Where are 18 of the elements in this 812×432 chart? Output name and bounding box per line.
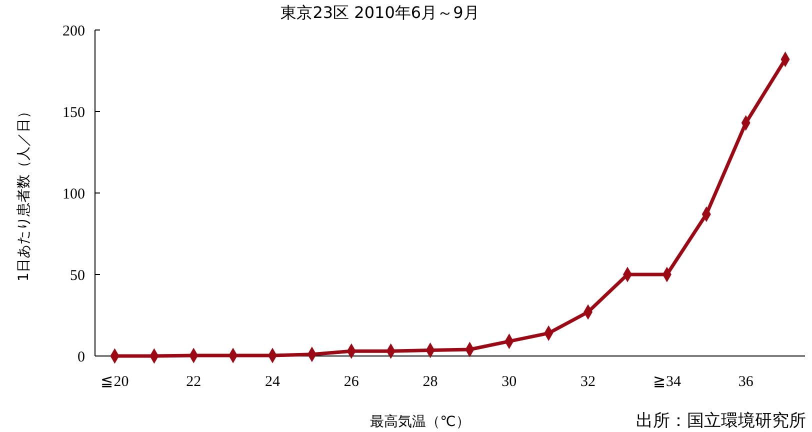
x-tick-label: 30 (502, 374, 517, 390)
chart-title: 東京23区 2010年6月～9月 (280, 3, 480, 22)
x-tick-label: 24 (265, 374, 280, 390)
y-tick-label: 50 (70, 268, 85, 284)
x-tick-label: ≧34 (652, 374, 682, 390)
y-tick-label: 100 (62, 186, 85, 202)
x-tick-label: 28 (422, 374, 438, 390)
y-axis-title: 1日あたり患者数（人／日） (16, 104, 32, 282)
y-tick-label: 150 (62, 104, 85, 121)
x-tick-label: 26 (344, 374, 360, 390)
x-axis-title: 最高気温（℃） (370, 414, 470, 430)
y-tick-label: 200 (62, 23, 85, 40)
x-tick-label: 36 (738, 374, 754, 390)
y-tick-label: 0 (78, 349, 85, 366)
x-tick-label: 32 (580, 374, 596, 390)
text: 出所：国立環境研究所 (636, 411, 806, 431)
x-tick-label: 22 (186, 374, 202, 390)
x-tick-label: ≦20 (100, 374, 129, 390)
